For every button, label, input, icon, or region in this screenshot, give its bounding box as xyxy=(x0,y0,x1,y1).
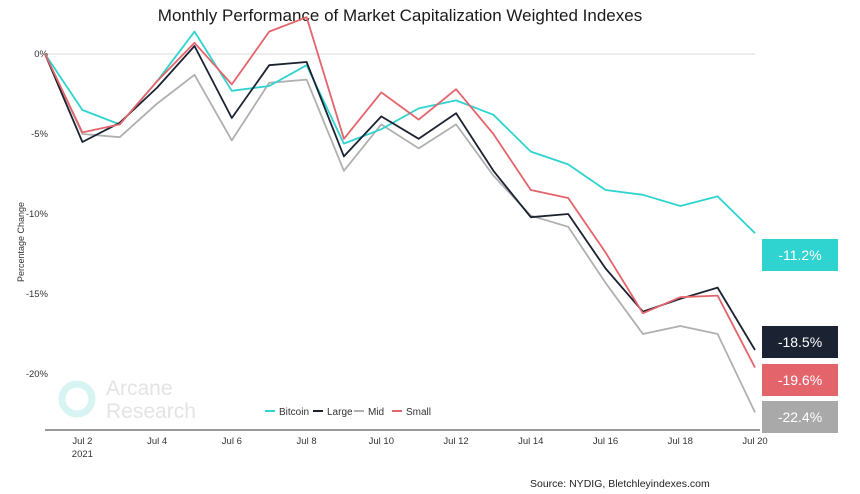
arcane-research-watermark: Arcane Research xyxy=(58,377,196,423)
x-tick-label: Jul 18 xyxy=(668,436,693,447)
x-tick-label: Jul 12 xyxy=(443,436,468,447)
x-tick-label: Jul 4 xyxy=(147,436,167,447)
end-badge-label: -19.6% xyxy=(778,372,822,388)
x-tick-label: Jul 20 xyxy=(742,436,767,447)
series-line-small xyxy=(44,16,756,369)
end-badge-label: -11.2% xyxy=(778,247,821,263)
legend-item-mid: Mid xyxy=(354,407,384,418)
legend-label: Mid xyxy=(368,407,384,418)
end-badge-box xyxy=(762,326,838,358)
series-line-bitcoin xyxy=(44,30,756,234)
legend-label: Bitcoin xyxy=(279,407,309,418)
x-tick-year-label: 2021 xyxy=(72,449,93,460)
end-badge-box xyxy=(762,239,838,271)
legend-label: Large xyxy=(327,407,353,418)
series-line-mid xyxy=(44,53,756,413)
x-tick-label: Jul 10 xyxy=(369,436,394,447)
end-badge-label: -22.4% xyxy=(778,409,822,425)
legend-item-small: Small xyxy=(392,407,431,418)
y-tick-label: -15% xyxy=(26,289,49,300)
y-tick-label: -10% xyxy=(26,209,49,220)
y-tick-label: 0% xyxy=(34,49,48,60)
legend-item-large: Large xyxy=(313,407,353,418)
series-layer xyxy=(44,16,756,413)
x-tick-label: Jul 14 xyxy=(518,436,543,447)
end-badge: -19.6% xyxy=(762,364,838,396)
watermark-line1: Arcane xyxy=(106,377,173,400)
end-badge: -11.2% xyxy=(762,239,838,271)
legend-item-bitcoin: Bitcoin xyxy=(265,407,309,418)
axes: 0% -5% -10% -15% -20% Percentage Change Jul 2 J… xyxy=(16,49,768,460)
source-note: Source: NYDIG, Bletchleyindexes.com xyxy=(530,478,710,490)
legend: Bitcoin Large Mid Small xyxy=(265,407,431,418)
end-badge-box xyxy=(762,401,838,433)
end-badge: -18.5% xyxy=(762,326,838,358)
y-axis-label: Percentage Change xyxy=(16,202,26,282)
end-badge-box xyxy=(762,364,838,396)
chart-title: Monthly Performance of Market Capitaliza… xyxy=(157,6,643,25)
x-tick-label: Jul 6 xyxy=(222,436,242,447)
watermark-line2: Research xyxy=(106,400,196,423)
series-line-large xyxy=(44,45,756,351)
legend-label: Small xyxy=(406,407,431,418)
end-badges: -11.2% -18.5% -19.6% -22.4% xyxy=(762,239,838,433)
x-tick-label: Jul 16 xyxy=(593,436,618,447)
end-badge-label: -18.5% xyxy=(778,334,822,350)
x-tick-label: Jul 8 xyxy=(297,436,317,447)
x-tick-label: Jul 2 xyxy=(72,436,92,447)
y-tick-label: -5% xyxy=(31,129,48,140)
y-tick-label: -20% xyxy=(26,369,49,380)
end-badge: -22.4% xyxy=(762,401,838,433)
watermark-logo-icon xyxy=(58,380,96,418)
